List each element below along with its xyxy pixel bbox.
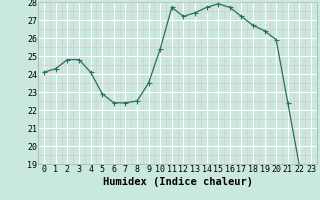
- X-axis label: Humidex (Indice chaleur): Humidex (Indice chaleur): [103, 177, 252, 187]
